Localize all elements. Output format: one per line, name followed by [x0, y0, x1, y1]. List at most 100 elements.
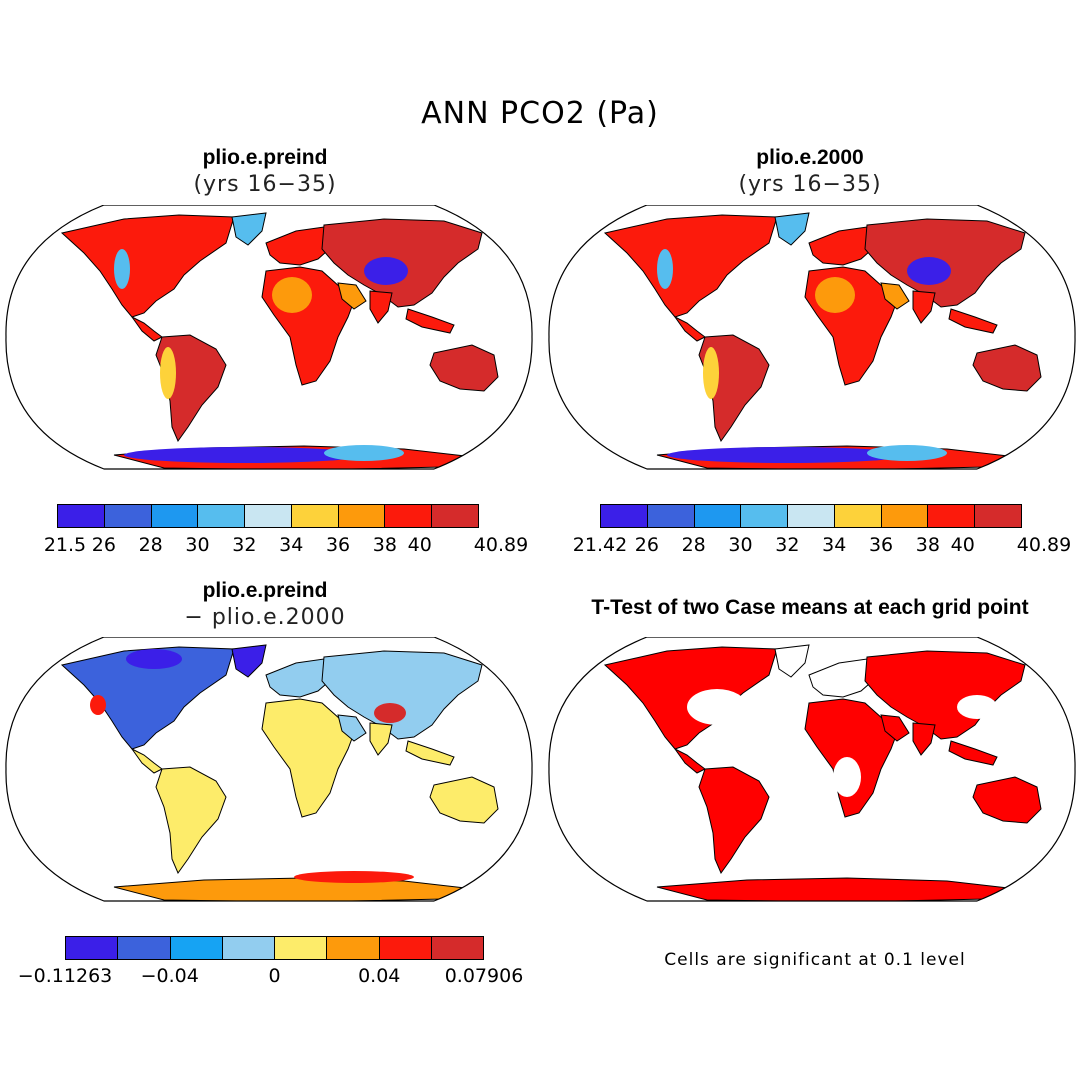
map-land-group [603, 644, 1042, 901]
land-india [369, 722, 393, 756]
map-patch [833, 757, 861, 797]
colorbar-swatch [431, 937, 483, 959]
colorbar-swatch [151, 505, 199, 527]
colorbar-tick-label: 34 [822, 534, 847, 556]
panel1-colorbar [57, 504, 479, 528]
map-patch [160, 347, 176, 399]
map-land-group [60, 644, 499, 901]
map-patch [657, 249, 673, 289]
colorbar-swatch [694, 505, 742, 527]
panel1-map [5, 205, 533, 470]
panel3-colorbar [65, 936, 484, 960]
panel3-map [5, 637, 533, 902]
map-patch [957, 695, 997, 719]
land-greenland [231, 644, 267, 678]
colorbar-tick-label: 40 [950, 534, 975, 556]
colorbar-swatch [601, 505, 648, 527]
land-namerica [603, 214, 778, 318]
colorbar-swatch [385, 505, 433, 527]
significance-note: Cells are significant at 0.1 level [664, 950, 966, 970]
panel1-title: plio.e.preind [202, 146, 328, 169]
land-asia [321, 650, 483, 740]
colorbar-swatch [66, 937, 119, 959]
land-namerica [603, 646, 778, 750]
land-greenland [774, 212, 810, 246]
colorbar-swatch [338, 505, 386, 527]
map-land-group [603, 212, 1042, 469]
colorbar-tick-label: 38 [915, 534, 940, 556]
colorbar-swatch [170, 937, 223, 959]
map-frame [548, 637, 1076, 902]
land-samerica [698, 766, 770, 875]
map-frame [5, 637, 533, 902]
land-seasia [948, 308, 998, 334]
land-asia [864, 650, 1026, 740]
land-seasia [948, 740, 998, 766]
land-europe [265, 658, 335, 698]
panel3-subtitle: − plio.e.2000 [184, 605, 346, 630]
map-frame [548, 205, 1076, 470]
land-arabia [880, 282, 910, 310]
colorbar-tick-label: −0.04 [140, 965, 199, 987]
map-patch [272, 277, 312, 313]
map-patch [907, 257, 951, 285]
colorbar-swatch [327, 937, 380, 959]
colorbar-tick-label: 26 [91, 534, 116, 556]
colorbar-tick-label: 40 [407, 534, 432, 556]
colorbar-tick-label: 0 [268, 965, 281, 987]
panel4-title: T-Test of two Case means at each grid po… [591, 596, 1029, 619]
colorbar-tick-label: 21.5 [43, 534, 87, 556]
panel2-colorbar [600, 504, 1022, 528]
panel2-title: plio.e.2000 [756, 146, 864, 169]
land-arabia [337, 282, 367, 310]
land-arabia [337, 714, 367, 742]
panel3-title: plio.e.preind [202, 579, 328, 602]
map-frame [5, 205, 533, 470]
colorbar-swatch [104, 505, 152, 527]
land-samerica [155, 766, 227, 875]
map-patch [815, 277, 855, 313]
land-greenland [774, 644, 810, 678]
colorbar-swatch [881, 505, 929, 527]
colorbar-tick-label: 28 [138, 534, 163, 556]
colorbar-swatch [58, 505, 105, 527]
map-land-group [60, 212, 499, 469]
colorbar-tick-label: 40.89 [473, 534, 529, 556]
land-europe [265, 226, 335, 266]
colorbar-swatch [975, 505, 1022, 527]
map-patch [374, 703, 406, 723]
land-arabia [880, 714, 910, 742]
land-namerica [60, 646, 235, 750]
map-patch [90, 695, 106, 715]
colorbar-tick-label: 38 [372, 534, 397, 556]
figure-title: ANN PCO2 (Pa) [421, 96, 659, 131]
land-greenland [231, 212, 267, 246]
land-india [912, 290, 936, 324]
panel1-subtitle: (yrs 16−35) [193, 172, 337, 197]
map-patch [294, 871, 414, 883]
land-australia [429, 776, 499, 824]
land-europe [808, 658, 878, 698]
colorbar-tick-label: 36 [325, 534, 351, 556]
colorbar-tick-label: 21.42 [572, 534, 628, 556]
map-patch [687, 689, 747, 725]
map-patch [364, 257, 408, 285]
map-patch [124, 447, 364, 463]
map-patch [667, 447, 907, 463]
colorbar-swatch [432, 505, 479, 527]
colorbar-tick-label: 26 [634, 534, 659, 556]
colorbar-swatch [647, 505, 695, 527]
colorbar-tick-label: 0.04 [358, 965, 401, 987]
colorbar-swatch [291, 505, 339, 527]
colorbar-swatch [741, 505, 789, 527]
land-seasia [405, 740, 455, 766]
colorbar-swatch [198, 505, 246, 527]
land-australia [972, 344, 1042, 392]
colorbar-swatch [275, 937, 328, 959]
colorbar-swatch [245, 505, 292, 527]
colorbar-swatch [379, 937, 432, 959]
colorbar-tick-label: −0.11263 [17, 965, 113, 987]
land-india [369, 290, 393, 324]
panel2-subtitle: (yrs 16−35) [738, 172, 882, 197]
colorbar-swatch [222, 937, 275, 959]
